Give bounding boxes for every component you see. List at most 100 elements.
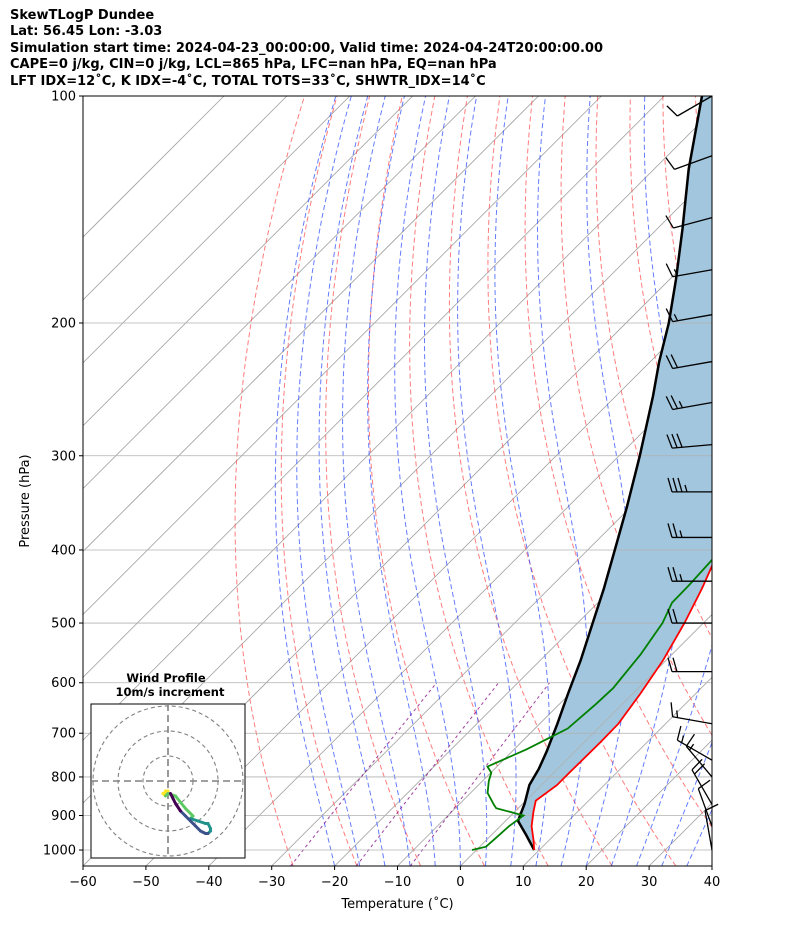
isotherm-line bbox=[145, 299, 712, 866]
moist-adiabat-line bbox=[342, 96, 411, 866]
isotherm-line bbox=[83, 96, 288, 301]
wind-barb bbox=[667, 566, 712, 582]
x-tick-label: 40 bbox=[704, 875, 721, 890]
isotherm-line bbox=[83, 96, 225, 238]
wind-barb bbox=[697, 779, 713, 827]
moist-adiabat-line bbox=[318, 96, 386, 866]
chart-header: SkewTLogP Dundee Lat: 56.45 Lon: -3.03 S… bbox=[10, 8, 603, 90]
parcel-profile-line bbox=[516, 96, 704, 851]
wind-barb bbox=[666, 433, 713, 449]
wind-barb bbox=[667, 657, 712, 673]
wind-barb bbox=[676, 725, 713, 761]
cin-shaded-area bbox=[518, 96, 712, 850]
y-tick-label: 100 bbox=[51, 90, 76, 105]
moist-adiabat-line bbox=[636, 96, 712, 866]
dry-adiabat-line bbox=[761, 96, 794, 866]
wind-barb bbox=[666, 95, 713, 117]
moist-adiabat-line bbox=[661, 741, 712, 866]
x-tick-label: −60 bbox=[69, 875, 96, 890]
temperature-line bbox=[530, 563, 712, 851]
moist-adiabat-line bbox=[424, 96, 488, 866]
dry-adiabat-line bbox=[448, 96, 613, 866]
isotherm-line bbox=[208, 362, 712, 866]
x-tick-label: −20 bbox=[321, 875, 348, 890]
moist-adiabat-line bbox=[296, 96, 361, 866]
dry-adiabat-line bbox=[280, 96, 358, 866]
x-tick-label: −40 bbox=[195, 875, 222, 890]
x-tick-label: −10 bbox=[384, 875, 411, 890]
dewpoint-line bbox=[471, 558, 712, 851]
mixing-ratio-line bbox=[290, 682, 437, 866]
isotherm-line bbox=[523, 676, 712, 866]
y-tick-label: 800 bbox=[51, 770, 76, 785]
wind-barb bbox=[704, 803, 719, 851]
hodograph-segment bbox=[169, 792, 175, 800]
wind-barb bbox=[665, 215, 713, 229]
isotherm-line bbox=[83, 96, 539, 553]
y-tick-label: 900 bbox=[51, 809, 76, 824]
moist-adiabat-line bbox=[536, 96, 588, 866]
freezing-isotherm bbox=[460, 613, 712, 866]
y-tick-label: 400 bbox=[51, 543, 76, 558]
isotherm-line bbox=[711, 865, 712, 866]
y-tick-label: 600 bbox=[51, 676, 76, 691]
location-line: Lat: 56.45 Lon: -3.03 bbox=[10, 24, 163, 40]
wind-barb bbox=[665, 155, 713, 170]
y-tick-label: 500 bbox=[51, 617, 76, 632]
moist-adiabat-line bbox=[610, 96, 685, 866]
wind-barb bbox=[667, 477, 712, 493]
x-tick-label: −30 bbox=[258, 875, 285, 890]
x-tick-label: 10 bbox=[515, 875, 532, 890]
chart-title: SkewTLogP Dundee bbox=[10, 8, 155, 23]
dry-adiabat-line bbox=[367, 96, 485, 866]
dry-adiabat-line bbox=[595, 96, 712, 640]
x-axis-label: Temperature (˚C) bbox=[340, 896, 453, 912]
moist-adiabat-line bbox=[686, 808, 712, 866]
mixing-ratio-line bbox=[409, 682, 550, 866]
isotherm-line bbox=[83, 96, 351, 364]
hodograph-segment bbox=[174, 802, 182, 813]
wind-barb bbox=[665, 263, 713, 278]
index-line: LFT IDX=12˚C, K IDX=-4˚C, TOTAL TOTS=33˚… bbox=[10, 73, 486, 89]
y-axis-label: Pressure (hPa) bbox=[18, 454, 33, 547]
y-tick-label: 700 bbox=[51, 727, 76, 742]
wind-barb bbox=[665, 354, 713, 370]
wind-barb bbox=[665, 395, 713, 411]
wind-barb bbox=[685, 733, 713, 778]
moist-adiabat-line bbox=[274, 96, 337, 866]
isotherm-line bbox=[397, 550, 712, 866]
mixing-ratio-line bbox=[355, 682, 499, 866]
hodograph-subtitle: 10m/s increment bbox=[116, 685, 225, 699]
dry-adiabat-line bbox=[409, 96, 549, 866]
cape-line: CAPE=0 j/kg, CIN=0 j/kg, LCL=865 hPa, LF… bbox=[10, 57, 497, 73]
x-tick-label: −50 bbox=[132, 875, 159, 890]
x-tick-label: 20 bbox=[578, 875, 595, 890]
isotherm-line bbox=[83, 110, 712, 741]
dry-adiabat-line bbox=[524, 96, 712, 829]
moist-adiabat-line bbox=[367, 96, 436, 866]
dry-adiabat-line bbox=[487, 96, 677, 866]
y-tick-label: 200 bbox=[51, 316, 76, 331]
moist-adiabat-line bbox=[457, 96, 517, 866]
isotherm-line bbox=[83, 96, 476, 490]
isotherm-line bbox=[83, 96, 665, 678]
dry-adiabat-line bbox=[560, 96, 712, 737]
dry-adiabat-line bbox=[234, 96, 305, 866]
x-tick-label: 0 bbox=[456, 875, 464, 890]
y-tick-label: 1000 bbox=[43, 844, 76, 859]
isotherm-line bbox=[334, 488, 712, 866]
y-tick-label: 300 bbox=[51, 449, 76, 464]
wind-barb bbox=[667, 523, 712, 539]
isotherm-line bbox=[83, 96, 413, 427]
hodograph-segment bbox=[174, 794, 187, 810]
isotherm-line bbox=[271, 425, 712, 866]
wind-barb bbox=[667, 608, 712, 624]
wind-barb bbox=[670, 702, 713, 725]
moist-adiabat-line bbox=[394, 96, 461, 866]
dry-adiabat-line bbox=[728, 96, 794, 866]
isotherm-line bbox=[83, 96, 602, 615]
isotherm-line bbox=[460, 613, 712, 866]
time-line: Simulation start time: 2024-04-23_00:00:… bbox=[10, 40, 603, 56]
dry-adiabat-line bbox=[325, 96, 422, 866]
